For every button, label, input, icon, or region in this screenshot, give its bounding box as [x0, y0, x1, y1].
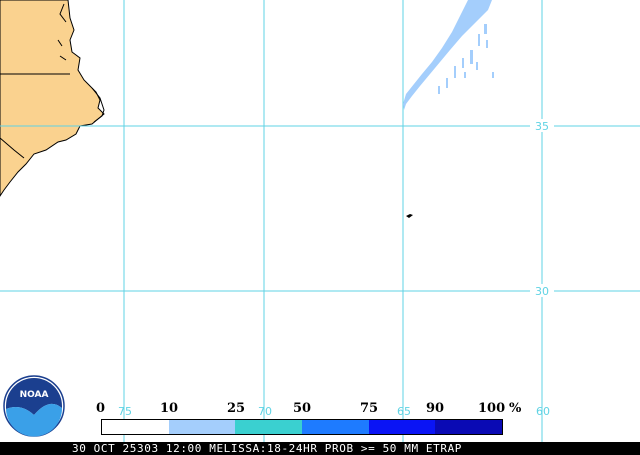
legend-segment-5 [435, 420, 503, 434]
legend-label: 100 [478, 401, 506, 416]
legend-label: 10 [160, 401, 179, 416]
legend-segment-4 [368, 420, 436, 434]
legend-segment-1 [168, 420, 236, 434]
graticule [0, 0, 640, 442]
noaa-logo-icon: NOAA [3, 375, 65, 437]
bay-coastline [57, 3, 67, 61]
product-description: 30 OCT 25303 12:00 MELISSA:18-24HR PROB … [72, 442, 463, 455]
probability-swath [403, 0, 492, 110]
legend-unit: % [509, 401, 522, 416]
legend-segment-2 [235, 420, 303, 434]
noaa-logo-text: NOAA [20, 390, 49, 400]
legend-segment-3 [302, 420, 369, 434]
legend-label: 75 [360, 401, 379, 416]
barrier-islands [91, 87, 105, 123]
probability-swath-fragments [438, 24, 494, 94]
latitude-label: 35 [535, 120, 549, 133]
legend-label: 90 [426, 401, 445, 416]
legend-color-bar [101, 419, 503, 435]
longitude-label: 60 [536, 405, 550, 418]
legend-label: 50 [293, 401, 312, 416]
legend-label: 0 [96, 401, 106, 416]
legend-label: 25 [227, 401, 246, 416]
land-mass [0, 0, 105, 197]
legend-segment-0 [102, 420, 169, 434]
status-bar: 30 OCT 25303 12:00 MELISSA:18-24HR PROB … [0, 442, 640, 455]
longitude-label: 75 [118, 405, 132, 418]
state-border [0, 137, 25, 159]
island [406, 214, 413, 218]
longitude-label: 65 [397, 405, 411, 418]
longitude-label: 70 [258, 405, 272, 418]
latitude-label: 30 [535, 285, 549, 298]
